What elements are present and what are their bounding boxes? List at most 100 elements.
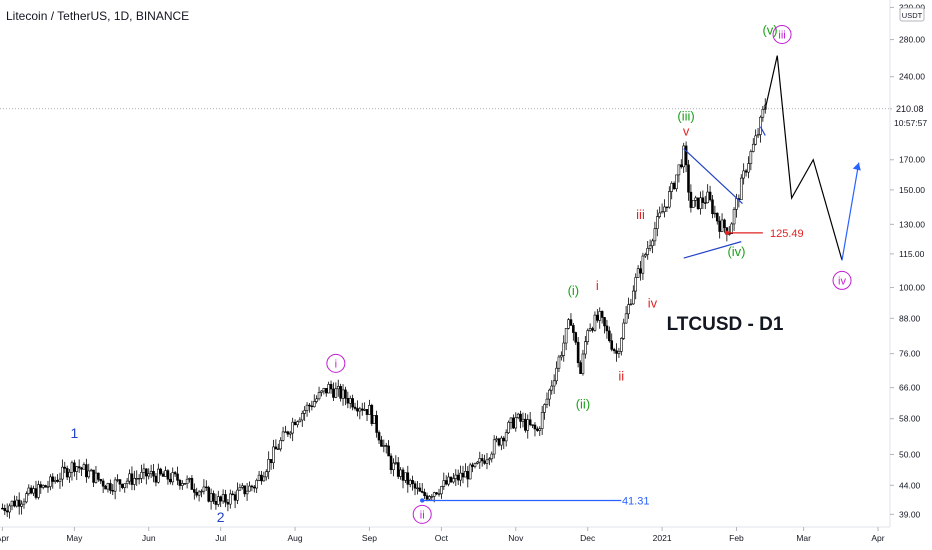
candle <box>435 492 438 496</box>
candle <box>260 471 263 485</box>
candle <box>480 454 484 467</box>
candle <box>615 343 618 362</box>
candle <box>17 492 21 515</box>
wave-label-circled: iii <box>778 29 785 41</box>
chart-label: LTCUSD - D1 <box>667 314 784 335</box>
candle <box>720 213 724 233</box>
candle <box>109 479 112 494</box>
wave-label: (iv) <box>727 244 745 259</box>
candle <box>447 472 450 487</box>
projection-final-leg <box>841 162 860 261</box>
price-tick-label: 240.00 <box>899 72 925 82</box>
candle <box>272 439 275 470</box>
triangle-upper-line <box>683 148 743 204</box>
candle <box>528 411 532 427</box>
candle <box>632 285 635 305</box>
candle <box>377 430 381 445</box>
price-axis[interactable]: 320.00280.00240.00210.00170.00150.00130.… <box>889 0 932 550</box>
wave-label: iv <box>648 296 658 311</box>
candle <box>159 467 163 476</box>
candle <box>396 456 400 479</box>
time-axis[interactable]: Apr May Jun Jul Aug Sep Oct Nov Dec 2021 Feb Mar Apr <box>0 526 890 543</box>
candle <box>20 500 23 515</box>
candle <box>217 490 220 507</box>
candle <box>173 471 177 477</box>
candle <box>620 337 623 356</box>
candle <box>749 149 753 171</box>
candle <box>572 322 575 341</box>
level-iv-label: 125.49 <box>770 228 804 240</box>
price-tick-label: 50.00 <box>899 449 921 459</box>
candle <box>744 168 748 177</box>
candle <box>699 191 702 215</box>
candle <box>336 379 340 397</box>
candle <box>267 451 270 480</box>
candle <box>37 480 40 500</box>
wave-circle <box>832 270 852 290</box>
price-tick-label: 66.00 <box>899 383 921 393</box>
wave-label: v <box>683 124 690 139</box>
candle <box>612 347 616 354</box>
candle <box>634 273 638 300</box>
candle <box>660 203 664 214</box>
candle <box>512 414 515 430</box>
candle <box>300 410 304 427</box>
candle <box>360 402 364 416</box>
price-tick-label: 115.00 <box>899 249 925 259</box>
candle <box>581 349 585 376</box>
candle <box>27 484 31 496</box>
candle <box>142 463 146 480</box>
candle <box>118 478 122 492</box>
price-tick-label: 170.00 <box>899 155 925 165</box>
candle <box>687 159 690 201</box>
candle <box>5 503 9 517</box>
price-tick-label: 280.00 <box>899 35 925 45</box>
wave-label: (ii) <box>576 397 590 412</box>
candle <box>152 464 155 483</box>
candle <box>140 464 143 483</box>
candle <box>476 460 479 465</box>
candle <box>68 468 71 483</box>
candle <box>29 485 33 495</box>
candle <box>262 471 266 482</box>
candle <box>521 412 525 428</box>
candle <box>154 473 158 487</box>
candle <box>610 333 614 352</box>
candle <box>675 174 678 192</box>
candle <box>404 472 407 484</box>
time-tick-label: 2021 <box>653 533 672 543</box>
candle <box>99 478 103 484</box>
wave-label: 1 <box>70 425 78 441</box>
candle <box>252 484 256 493</box>
candle <box>425 492 429 502</box>
candle <box>221 489 225 504</box>
candle <box>85 458 88 483</box>
candle <box>44 484 47 488</box>
candle <box>80 466 83 477</box>
candle <box>317 386 321 401</box>
candle <box>701 190 705 210</box>
candle <box>315 395 318 404</box>
candle <box>356 400 359 417</box>
time-tick-label: Mar <box>796 533 811 543</box>
candle <box>665 206 669 213</box>
candle <box>617 347 621 359</box>
candle <box>370 403 374 427</box>
wave-labels: 12(i)(ii)iiiiiiivv(iii)(iv)(v)iiiiiiiv41… <box>70 22 852 525</box>
candle <box>358 406 362 420</box>
price-tick-label: 39.00 <box>899 509 921 519</box>
time-tick-label: Feb <box>729 533 744 543</box>
candle <box>351 394 354 411</box>
price-tick-label: 44.00 <box>899 480 921 490</box>
candle <box>449 476 453 483</box>
candle <box>389 453 393 475</box>
projection-path <box>764 55 843 261</box>
candle <box>125 477 129 489</box>
candle <box>557 354 561 373</box>
candle <box>56 474 59 483</box>
candle <box>490 451 494 463</box>
candle <box>281 426 285 442</box>
candle <box>624 306 628 324</box>
currency-badge-label: USDT <box>902 11 923 20</box>
